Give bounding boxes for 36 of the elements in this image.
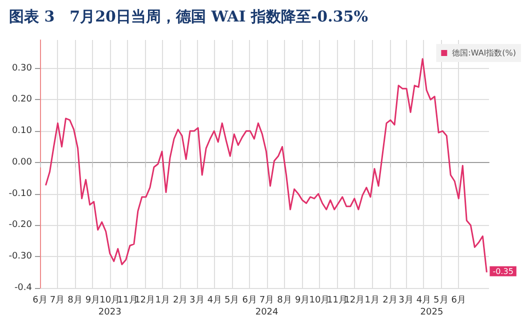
x-tick-label: 8月 bbox=[277, 296, 292, 306]
x-tick-label: 6月 bbox=[32, 296, 48, 306]
y-tick-label: -0.30 bbox=[8, 252, 32, 262]
x-tick-label: 2月 bbox=[382, 296, 398, 306]
x-tick-label: 1月 bbox=[364, 296, 380, 306]
y-tick-label: 0.30 bbox=[12, 63, 32, 74]
x2-tick-label: 2024 bbox=[255, 308, 279, 318]
x-tick-label: 9月 bbox=[294, 296, 310, 306]
x-tick-label: 3月 bbox=[190, 296, 204, 306]
y-tick-label: 0.20 bbox=[12, 94, 32, 105]
x-tick-label: 4月 bbox=[416, 296, 432, 306]
x-tick-label: 7月 bbox=[50, 296, 65, 306]
x-tick-label: 8月 bbox=[68, 296, 82, 306]
x-tick-label: 6月 bbox=[451, 296, 466, 306]
y-tick-label: -0.20 bbox=[8, 220, 32, 230]
x-tick-label: 9月 bbox=[85, 296, 100, 306]
x-tick-label: 3月 bbox=[398, 296, 414, 306]
x-tick-label: 12月 bbox=[344, 296, 365, 306]
x-tick-label: 5月 bbox=[224, 296, 240, 306]
x2-tick-label: 2025 bbox=[420, 308, 444, 318]
y-tick-label: 0.00 bbox=[12, 157, 32, 168]
x-tick-label: 2月 bbox=[172, 296, 188, 306]
x2-tick-label: 2023 bbox=[98, 308, 122, 318]
x-tick-label: 6月 bbox=[242, 296, 257, 306]
x-tick-label: 4月 bbox=[207, 296, 222, 306]
annotation: -0.35 bbox=[492, 266, 514, 276]
x-tick-label: 1月 bbox=[155, 296, 170, 306]
chart-title: 图表 3 7月20日当周，德国 WAI 指数降至-0.35% bbox=[9, 8, 368, 26]
y-tick-label: 0.10 bbox=[12, 126, 32, 136]
x-tick-label: 7月 bbox=[259, 296, 274, 306]
legend-label: 德国:WAI指数(%) bbox=[452, 48, 516, 58]
x-tick-label: 5月 bbox=[434, 296, 448, 306]
y-tick-label: -0.4 bbox=[14, 283, 32, 293]
x-tick-label: 12月 bbox=[134, 296, 156, 306]
y-tick-label: -0.10 bbox=[8, 188, 32, 199]
line-series bbox=[44, 58, 488, 274]
